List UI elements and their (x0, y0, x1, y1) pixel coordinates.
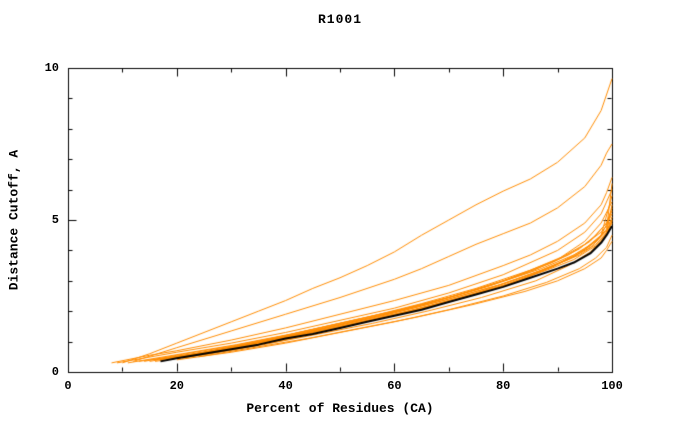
x-tick-label: 80 (495, 379, 511, 393)
x-tick-label: 20 (169, 379, 184, 393)
y-tick-label: 10 (44, 61, 59, 75)
x-tick-label: 40 (278, 379, 293, 393)
x-axis-label: Percent of Residues (CA) (246, 401, 434, 416)
y-axis-label: Distance Cutoff, A (6, 149, 22, 291)
chart-title: R1001 (317, 12, 363, 27)
x-tick-label: 100 (601, 379, 623, 393)
y-tick-label: 5 (51, 213, 59, 227)
y-tick-label: 0 (51, 365, 59, 379)
x-tick-label: 60 (387, 379, 402, 393)
x-tick-label: 0 (64, 379, 72, 393)
